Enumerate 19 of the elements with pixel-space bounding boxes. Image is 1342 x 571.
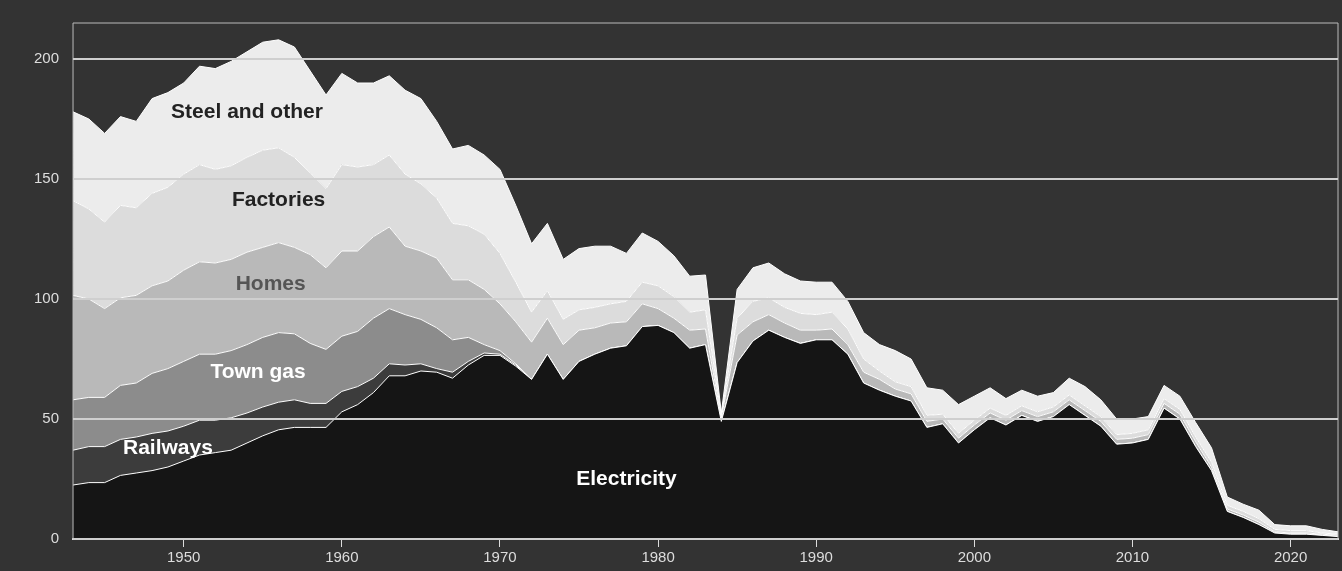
series-label: Town gas: [210, 359, 306, 382]
x-tick-label: 1950: [167, 548, 201, 566]
x-tick-label: 1970: [483, 548, 517, 566]
x-tick-label: 2020: [1273, 548, 1308, 566]
series-label: Steel and other: [171, 98, 323, 122]
series-label: Railways: [122, 434, 213, 458]
series-label: Homes: [235, 271, 306, 295]
x-tick-label: 1960: [325, 548, 359, 566]
y-tick-label: 100: [34, 289, 60, 307]
y-tick-label: 50: [42, 409, 60, 427]
x-tick-label: 2010: [1115, 548, 1150, 566]
x-tick-label: 1990: [799, 548, 833, 566]
series-label: Electricity: [576, 465, 677, 489]
y-tick-label: 200: [34, 49, 60, 67]
x-tick-label: 2000: [957, 548, 992, 566]
y-tick-label: 0: [50, 529, 60, 547]
y-tick-label: 150: [34, 169, 60, 187]
series-label: Factories: [231, 187, 326, 211]
x-tick-label: 1980: [641, 548, 675, 566]
